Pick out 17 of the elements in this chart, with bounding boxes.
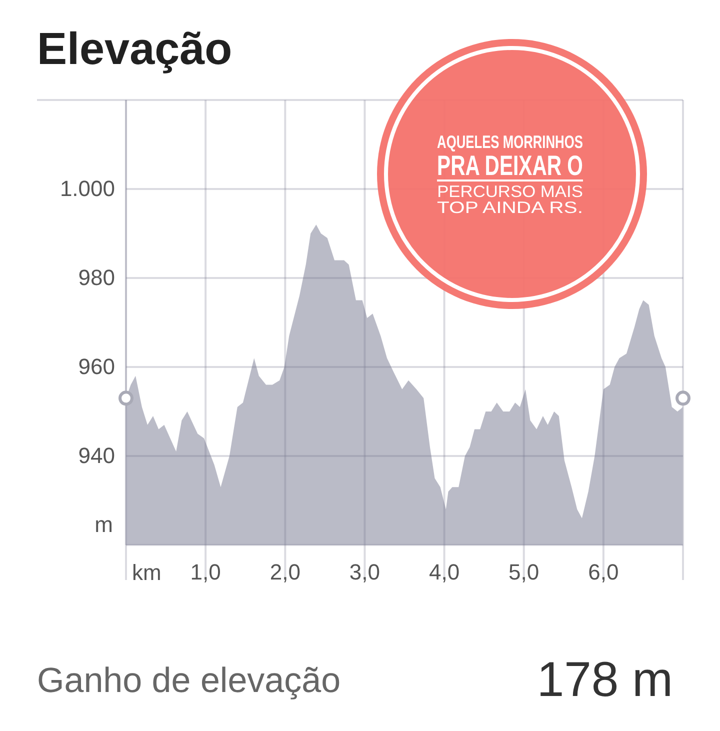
x-axis-title: km	[132, 560, 162, 585]
x-tick-label: 6,0	[588, 560, 619, 585]
x-tick-label: 3,0	[349, 560, 380, 585]
y-tick-label: 1.000	[60, 176, 115, 202]
text: 178 m	[536, 653, 673, 707]
text: Ganho de elevação	[37, 661, 341, 700]
annotation: PRA DEIXAR O	[437, 150, 583, 182]
y-tick-label: 980	[78, 265, 115, 290]
y-axis-title: m	[94, 512, 113, 537]
y-tick-label: 940	[78, 443, 115, 468]
y-tick-label: 960	[78, 354, 115, 380]
x-tick-label: 5,0	[508, 560, 540, 585]
annotation: AQUELES MORRINHOS	[437, 133, 583, 153]
chart-title: Elevação	[37, 23, 232, 74]
x-tick-label: 1,0	[190, 560, 221, 585]
x-tick-label: 4,0	[428, 560, 460, 585]
x-tick-label: 2,0	[270, 560, 300, 585]
